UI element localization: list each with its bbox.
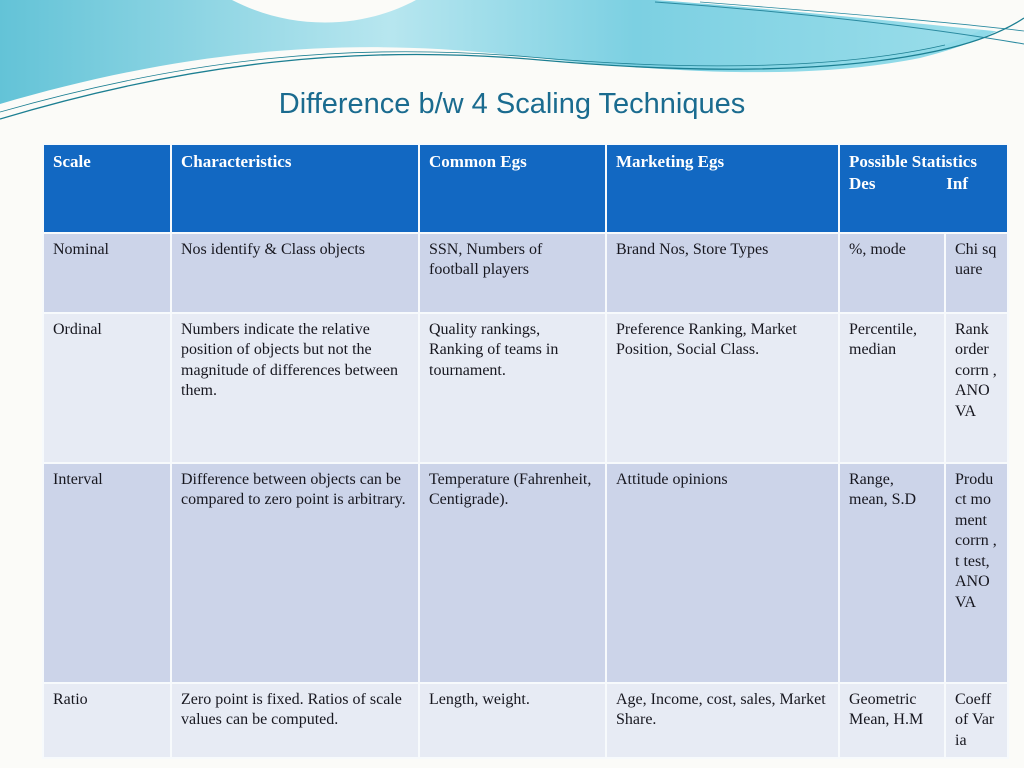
cell-characteristics: Nos identify & Class objects <box>170 232 420 314</box>
cell-des: %, mode <box>838 232 946 314</box>
cell-characteristics: Numbers indicate the relative position o… <box>170 312 420 464</box>
table-row-ordinal: Ordinal Numbers indicate the relative po… <box>42 312 1010 464</box>
cell-marketing-egs: Attitude opinions <box>605 462 840 684</box>
cell-common-egs: SSN, Numbers of football players <box>418 232 607 314</box>
cell-inf: Product moment corrn , t test, ANOVA <box>943 462 1010 684</box>
header-characteristics: Characteristics <box>170 143 420 234</box>
cell-scale: Ordinal <box>42 312 172 464</box>
cell-des: Geometric Mean, H.M <box>838 681 946 760</box>
wave-thin-line-main-2 <box>0 44 946 113</box>
cell-common-egs: Quality rankings, Ranking of teams in to… <box>418 312 607 464</box>
statistics-sublabels: Des Inf <box>849 173 998 195</box>
cell-characteristics: Zero point is fixed. Ratios of scale val… <box>170 681 420 760</box>
possible-statistics-label: Possible Statistics <box>849 152 977 171</box>
table-row-nominal: Nominal Nos identify & Class objects SSN… <box>42 232 1010 314</box>
slide-title: Difference b/w 4 Scaling Techniques <box>278 88 746 120</box>
cell-scale: Nominal <box>42 232 172 314</box>
cell-scale: Interval <box>42 462 172 684</box>
table-row-ratio: Ratio Zero point is fixed. Ratios of sca… <box>42 681 1010 760</box>
cell-des: Percentile, median <box>838 312 946 464</box>
decorative-wave-banner <box>0 0 1024 140</box>
header-inf: Inf <box>946 173 969 193</box>
wave-light-band <box>430 4 1024 86</box>
scaling-techniques-table: Scale Characteristics Common Egs Marketi… <box>42 143 1010 760</box>
cell-scale: Ratio <box>42 681 172 760</box>
header-common-egs: Common Egs <box>418 143 607 234</box>
cell-marketing-egs: Age, Income, cost, sales, Market Share. <box>605 681 840 760</box>
wave-top-middle-wedge <box>232 0 416 23</box>
header-des: Des <box>849 173 876 193</box>
header-possible-statistics: Possible Statistics Des Inf <box>837 143 1010 234</box>
wave-thin-line-right-2 <box>699 1 1024 32</box>
table-row-interval: Interval Difference between objects can … <box>42 462 1010 684</box>
cell-common-egs: Length, weight. <box>418 681 607 760</box>
table-header-row: Scale Characteristics Common Egs Marketi… <box>42 143 1010 234</box>
wave-white-sweep <box>0 16 1024 140</box>
cell-marketing-egs: Brand Nos, Store Types <box>605 232 840 314</box>
cell-inf: Chi square <box>943 232 1010 314</box>
cell-characteristics: Difference between objects can be compar… <box>170 462 420 684</box>
wave-top-right-wedge <box>655 0 1024 34</box>
header-marketing-egs: Marketing Egs <box>605 143 840 234</box>
cell-des: Range, mean, S.D <box>838 462 946 684</box>
wave-thin-line-main-1 <box>0 17 1024 120</box>
cell-common-egs: Temperature (Fahrenheit, Centigrade). <box>418 462 607 684</box>
cell-inf: Coeff of Varia <box>943 681 1010 760</box>
header-scale: Scale <box>42 143 172 234</box>
cell-marketing-egs: Preference Ranking, Market Position, Soc… <box>605 312 840 464</box>
cell-inf: Rank order corrn , ANOVA <box>943 312 1010 464</box>
